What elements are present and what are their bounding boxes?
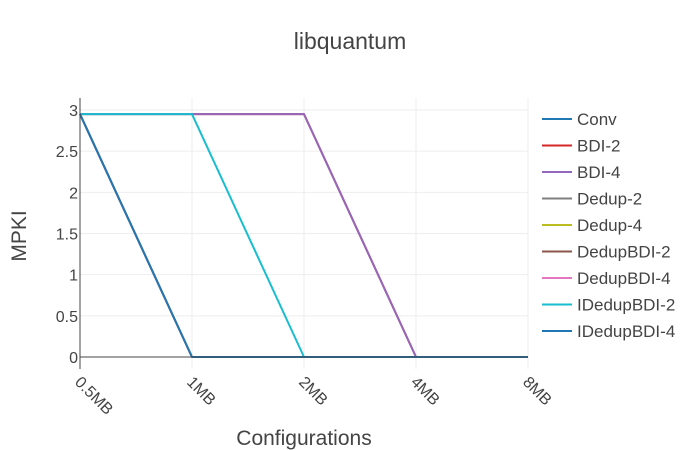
x-tick-label: 2MB	[295, 374, 330, 409]
chart-title: libquantum	[294, 28, 407, 54]
grid	[80, 98, 529, 369]
legend-entry: Dedup-4	[577, 216, 642, 235]
y-axis-title: MPKI	[8, 210, 31, 261]
legend-entry: Dedup-2	[577, 190, 642, 209]
y-tick-label: 0.5	[56, 309, 78, 326]
y-tick-label: 1.5	[56, 227, 78, 244]
y-tick-label: 2	[69, 185, 78, 202]
y-tick-label: 0	[69, 350, 78, 367]
x-tick-labels: 0.5MB 1MB 2MB 4MB 8MB	[71, 374, 554, 419]
x-tick-label: 4MB	[407, 374, 442, 409]
legend: Conv BDI-2 BDI-4 Dedup-2 Dedup-4 DedupBDI-2 De…	[542, 110, 675, 341]
legend-entry: Conv	[577, 110, 617, 129]
y-tick-label: 2.5	[56, 144, 78, 161]
legend-entry: BDI-2	[577, 137, 620, 156]
legend-entry: IDedupBDI-2	[577, 296, 675, 315]
y-tick-label: 1	[69, 268, 78, 285]
x-axis-title: Configurations	[236, 427, 371, 450]
axes	[79, 98, 528, 369]
legend-entry: BDI-4	[577, 163, 620, 182]
x-tick-label: 0.5MB	[71, 374, 116, 419]
legend-entry: DedupBDI-4	[577, 269, 671, 288]
y-tick-label: 3	[69, 103, 78, 120]
legend-entry: DedupBDI-2	[577, 243, 671, 262]
y-tick-labels: 0 0.5 1 1.5 2 2.5 3	[56, 103, 78, 367]
legend-entry: IDedupBDI-4	[577, 322, 675, 341]
x-tick-label: 8MB	[519, 374, 554, 409]
x-tick-label: 1MB	[183, 374, 218, 409]
